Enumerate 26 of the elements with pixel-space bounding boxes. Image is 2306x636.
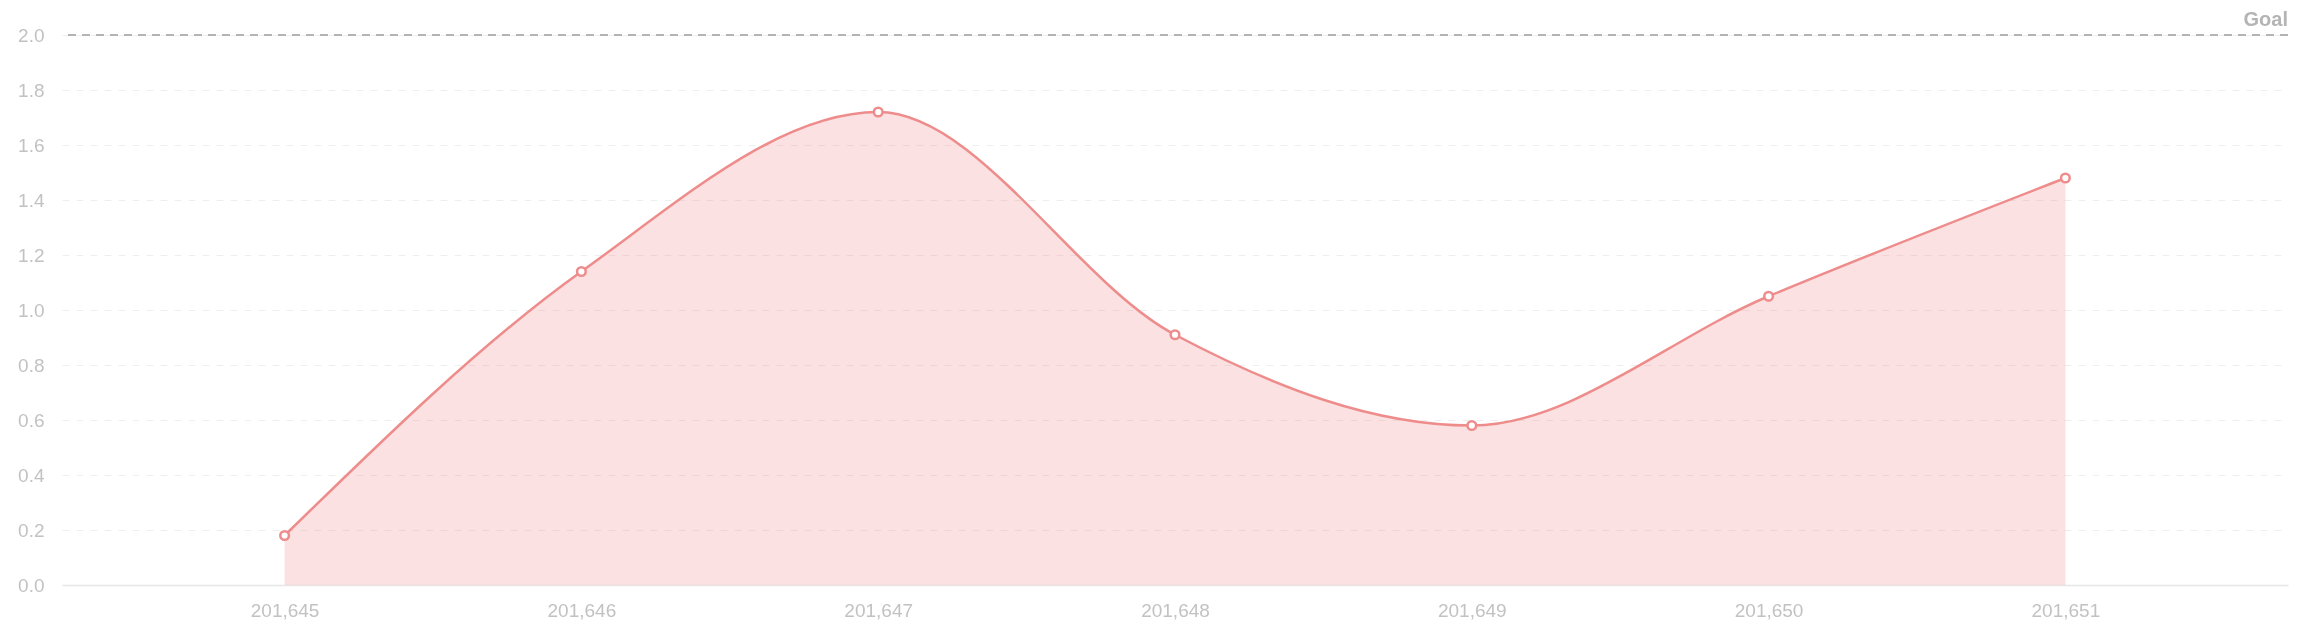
y-tick-label: 1.2 bbox=[18, 244, 45, 266]
y-tick-label: 0.0 bbox=[18, 574, 45, 596]
ref-line-label: Goal bbox=[2243, 8, 2288, 30]
y-tick-label: 0.8 bbox=[18, 354, 45, 376]
point bbox=[872, 106, 884, 118]
x-tick-label: 201,650 bbox=[1734, 599, 1804, 621]
y-tick-label: 0.2 bbox=[18, 519, 45, 541]
point bbox=[1763, 290, 1775, 302]
x-tick-label: 201,648 bbox=[1141, 599, 1210, 621]
y-tick-label: 1.6 bbox=[18, 134, 45, 156]
y-tick-label: 1.8 bbox=[18, 79, 45, 101]
y-tick-label: 0.6 bbox=[18, 409, 45, 431]
x-tick-label: 201,645 bbox=[250, 599, 320, 621]
point bbox=[279, 529, 291, 542]
x-tick-label: 201,646 bbox=[547, 599, 617, 621]
x-tick-label: 201,647 bbox=[844, 599, 914, 621]
point bbox=[1466, 419, 1478, 432]
y-tick-label: 2.0 bbox=[18, 24, 45, 46]
y-tick-label: 1.0 bbox=[18, 299, 45, 321]
y-tick-label: 1.4 bbox=[18, 189, 45, 211]
x-tick-label: 201,649 bbox=[1437, 599, 1507, 621]
x-tick-label: 201,651 bbox=[2031, 599, 2101, 621]
point bbox=[575, 265, 587, 278]
point bbox=[2059, 172, 2071, 184]
y-tick-label: 0.4 bbox=[18, 464, 45, 486]
point bbox=[1169, 329, 1181, 341]
